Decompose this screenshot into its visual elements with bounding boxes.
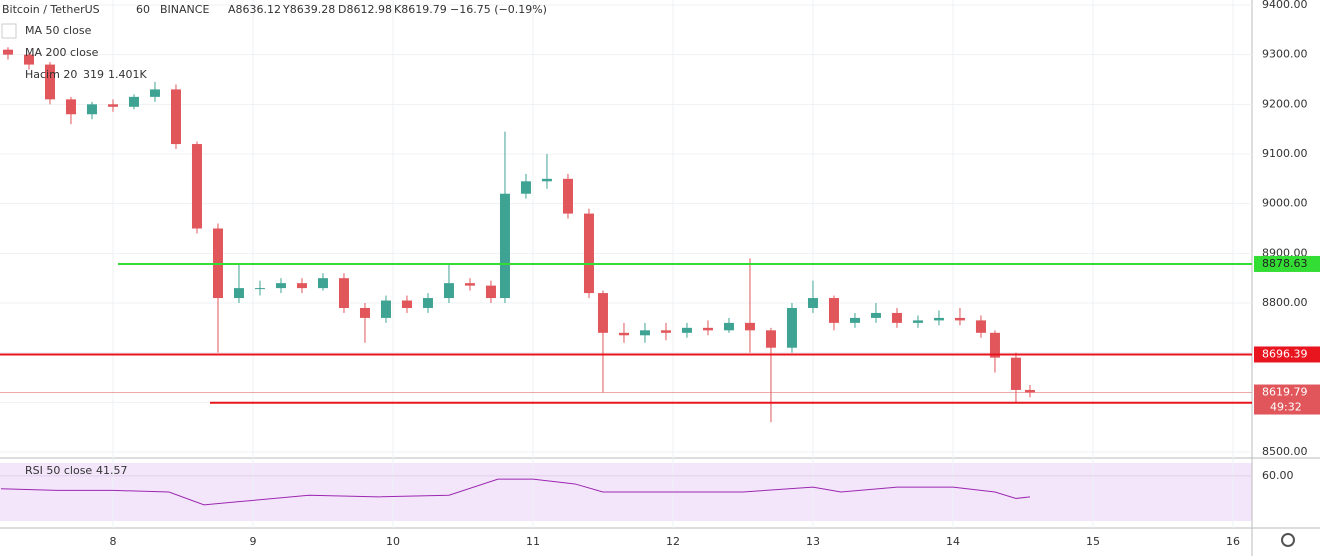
candle-body: [2, 49, 13, 55]
y-tick-label: 9400.00: [1262, 0, 1308, 11]
candle-body: [170, 89, 181, 145]
candle-body: [338, 278, 349, 308]
indicator-ma50[interactable]: MA 50 close: [25, 24, 92, 37]
ohlc: D8612.98: [338, 3, 392, 16]
ohlc: A8636.12: [228, 3, 281, 16]
y-tick-label: 9000.00: [1262, 197, 1308, 210]
candle-body: [44, 64, 55, 100]
indicator-ma200[interactable]: MA 200 close: [25, 46, 99, 59]
candle-body: [828, 298, 839, 323]
candle-body: [296, 283, 307, 289]
y-tick-label: 8500.00: [1262, 445, 1308, 458]
candle-body: [786, 307, 797, 348]
x-tick-label: 10: [386, 535, 400, 548]
exchange: BINANCE: [160, 3, 209, 16]
symbol[interactable]: Bitcoin / TetherUS: [2, 3, 100, 16]
candle-body: [891, 312, 902, 323]
price-label-box: [1254, 255, 1320, 272]
candle-body: [275, 283, 286, 289]
candle-body: [912, 320, 923, 323]
candle-body: [870, 312, 881, 318]
x-tick-label: 16: [1226, 535, 1240, 548]
candle-body: [723, 322, 734, 331]
candle-body: [499, 193, 510, 299]
candle-body: [807, 298, 818, 308]
last-price-label: 8619.79: [1262, 386, 1308, 399]
candle-body: [765, 330, 776, 348]
candle-body: [191, 144, 202, 229]
x-tick-label: 12: [666, 535, 680, 548]
legend: Bitcoin / TetherUS 60 BINANCE A8636.12 Y…: [1, 3, 547, 477]
candle-body: [485, 285, 496, 299]
candle-body: [23, 54, 34, 65]
volume-ma: 1.401K: [108, 68, 147, 81]
x-tick-label: 8: [109, 535, 116, 548]
countdown: 49:32: [1270, 401, 1302, 414]
candle-body: [401, 300, 412, 308]
candle-body: [583, 213, 594, 294]
candle-body: [1024, 389, 1035, 393]
candle-body: [639, 330, 650, 336]
x-tick-label: 14: [946, 535, 960, 548]
candle-body: [989, 332, 1000, 358]
interval[interactable]: 60: [136, 3, 150, 16]
candle-body: [954, 317, 965, 321]
candle-body: [128, 96, 139, 107]
candle-body: [660, 330, 671, 333]
price-label: 8878.63: [1262, 257, 1308, 270]
x-tick-label: 9: [249, 535, 256, 548]
candle-body: [107, 104, 118, 107]
x-tick-label: 15: [1086, 535, 1100, 548]
candle-body: [149, 89, 160, 97]
candle-body: [541, 178, 552, 182]
candle-body: [380, 300, 391, 318]
y-tick-label: 9200.00: [1262, 97, 1308, 110]
price-label: 8696.39: [1262, 347, 1308, 360]
x-tick-label: 13: [806, 535, 820, 548]
candle-body: [975, 320, 986, 333]
x-tick-label: 11: [526, 535, 540, 548]
candle-body: [464, 283, 475, 286]
candle-body: [744, 322, 755, 331]
price-label-box: [1254, 384, 1320, 415]
y-tick-label: 60.00: [1262, 469, 1294, 482]
volume-value: 319: [83, 68, 104, 81]
candle-body: [317, 278, 328, 289]
collapse-button[interactable]: [1, 23, 17, 39]
candle-body: [65, 99, 76, 115]
rsi-last: 41.57: [96, 464, 128, 477]
ohlc: −16.75 (−0.19%): [450, 3, 547, 16]
y-tick-label: 9300.00: [1262, 48, 1308, 61]
candle-body: [702, 327, 713, 331]
candle-body: [254, 288, 265, 290]
candle-body: [233, 288, 244, 299]
candle-body: [597, 293, 608, 333]
candle-body: [849, 317, 860, 323]
y-tick-label: 9100.00: [1262, 147, 1308, 160]
candle-body: [520, 181, 531, 194]
y-tick-label: 8800.00: [1262, 296, 1308, 309]
candle-body: [359, 307, 370, 318]
indicator-volume[interactable]: Hacim 20: [25, 68, 77, 81]
settings-button[interactable]: [1281, 533, 1295, 547]
price-label-box: [1254, 346, 1320, 363]
rsi-line: [0, 478, 1031, 506]
ohlc: K8619.79: [394, 3, 447, 16]
candle-body: [562, 178, 573, 214]
candle-body: [618, 332, 629, 336]
rsi-title[interactable]: RSI 50 close: [25, 464, 92, 477]
candle-body: [422, 298, 433, 308]
ohlc: Y8639.28: [282, 3, 335, 16]
candle-body: [86, 104, 97, 115]
candle-body: [443, 283, 454, 299]
candle-body: [681, 327, 692, 333]
candle-body: [933, 317, 944, 321]
candle-body: [1010, 357, 1021, 390]
